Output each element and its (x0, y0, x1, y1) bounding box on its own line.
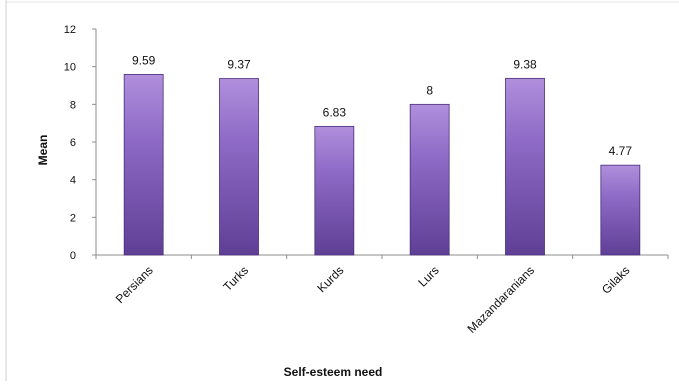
bar-mazandaranians (505, 77, 545, 256)
x-category-label: Turks (220, 263, 251, 294)
data-label: 4.77 (609, 144, 633, 158)
y-tick-label: 8 (70, 99, 76, 111)
data-label: 8 (426, 83, 433, 97)
x-category-label: Mazandaranians (464, 263, 537, 336)
y-tick-label: 2 (70, 212, 76, 224)
x-category-label: Kurds (314, 263, 346, 295)
x-category-label: Persians (113, 263, 156, 306)
bar-gilaks (600, 164, 641, 256)
y-tick-label: 4 (70, 175, 76, 187)
plot-area: 0 2 4 6 8 10 12 9.59 Persians 9.37 Turks 6.83 Kurds 8… (64, 24, 669, 336)
bar-kurds (314, 125, 355, 256)
x-category-label: Gilaks (599, 263, 632, 296)
y-tick-label: 10 (64, 62, 76, 74)
data-label: 9.37 (227, 58, 251, 72)
bar-lurs (409, 103, 450, 256)
x-axis-title: Self-esteem need (284, 365, 383, 379)
y-tick-label: 12 (64, 24, 76, 36)
data-label: 9.59 (132, 53, 156, 67)
x-category-label: Lurs (415, 263, 441, 289)
bar-persians (123, 73, 164, 256)
y-axis-title: Mean (36, 135, 50, 166)
data-label: 9.38 (513, 57, 537, 71)
data-label: 6.83 (323, 105, 347, 119)
y-tick-label: 6 (70, 137, 76, 149)
y-tick-label: 0 (70, 250, 76, 262)
bar-turks (219, 78, 259, 256)
